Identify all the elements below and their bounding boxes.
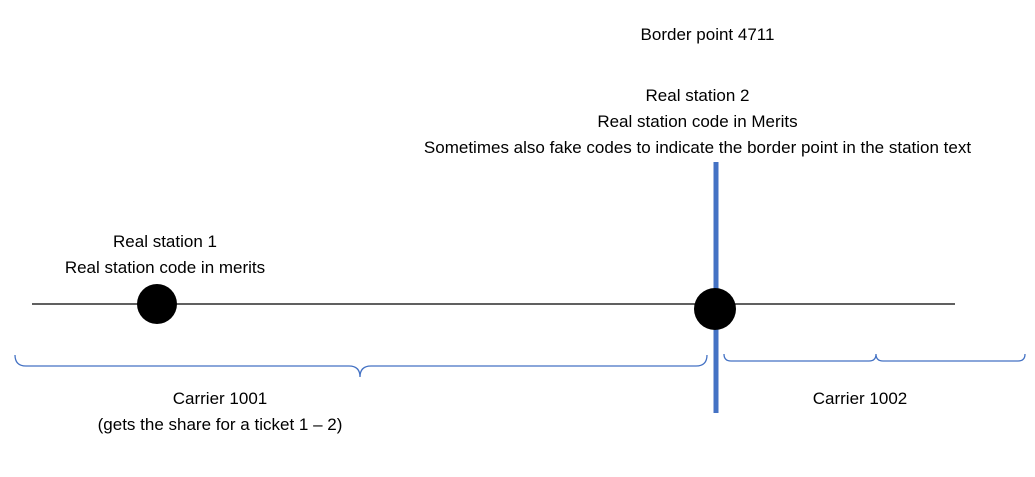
carrier-1001-brace: [14, 354, 708, 378]
carrier-1001-note: (gets the share for a ticket 1 – 2): [97, 415, 343, 434]
station-2-name: Real station 2: [645, 86, 750, 105]
carrier-1001-name: Carrier 1001: [172, 389, 268, 408]
carrier-1001-label: Carrier 1001 (gets the share for a ticke…: [40, 386, 400, 438]
station-1-name: Real station 1: [113, 232, 217, 251]
border-point-label: Border point 4711: [560, 22, 855, 48]
station-2-label: Real station 2 Real station code in Meri…: [380, 83, 1015, 161]
station-2-note: Sometimes also fake codes to indicate th…: [423, 138, 972, 157]
border-point-text: Border point 4711: [640, 25, 775, 44]
station-1-dot: [137, 284, 177, 324]
carrier-1002-label: Carrier 1002: [760, 386, 960, 412]
station-2-dot: [694, 288, 736, 330]
station-1-label: Real station 1 Real station code in meri…: [20, 229, 310, 281]
carrier-1002-name: Carrier 1002: [812, 389, 908, 408]
carrier-1002-brace: [723, 353, 1026, 362]
station-2-code: Real station code in Merits: [597, 112, 798, 131]
station-1-code: Real station code in merits: [64, 258, 266, 277]
